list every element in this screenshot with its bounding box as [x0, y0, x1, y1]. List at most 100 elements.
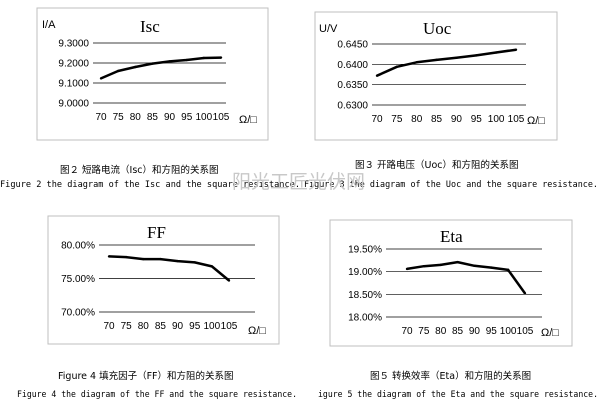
y-tick-label: 0.6450: [337, 40, 368, 51]
y-tick-label: 9.1000: [58, 79, 89, 90]
gridlines: [372, 43, 526, 106]
x-tick-label: 95: [189, 321, 201, 332]
caption-en-fig2: Figure 2 the diagram of the Isc and the …: [0, 180, 300, 190]
chart-title: FF: [147, 223, 166, 242]
caption-cn-fig3: 图３ 开路电压（Uoc）和方阻的关系图: [355, 159, 519, 171]
x-tick-label: 70: [95, 112, 107, 123]
data-point: [202, 56, 206, 60]
series-line: [100, 56, 222, 80]
x-tick-label: 75: [418, 326, 430, 337]
series-line: [406, 260, 527, 295]
x-tick-labels: 70 75 80 85 90 95 100 105: [401, 326, 533, 337]
data-points: [107, 255, 231, 282]
data-point: [415, 61, 418, 64]
x-tick-label: 80: [130, 112, 142, 123]
x-tick-label: 90: [164, 112, 176, 123]
data-point: [176, 259, 179, 263]
gridlines: [386, 248, 542, 318]
data-points: [99, 56, 223, 80]
caption-cn-fig4: Figure 4 填充因子（FF）和方阻的关系图: [58, 370, 234, 382]
data-point: [455, 56, 458, 60]
y-tick-label: 18.00%: [348, 313, 382, 324]
chart-title: Uoc: [423, 19, 452, 38]
x-tick-labels: 70 75 80 85 90 95 100 105: [95, 112, 229, 123]
x-axis-unit: Ω/□: [527, 115, 545, 127]
x-tick-label: 80: [411, 114, 423, 125]
y-tick-label: 18.50%: [348, 290, 382, 301]
x-tick-label: 80: [435, 326, 447, 337]
x-tick-label: 75: [391, 114, 403, 125]
data-point: [219, 56, 223, 59]
x-tick-label: 75: [121, 321, 133, 332]
x-tick-labels: 70 75 80 85 90 95 100 105: [103, 321, 237, 332]
chart-frame: [47, 215, 280, 345]
data-point: [422, 265, 426, 268]
data-point: [99, 77, 103, 80]
chart-frame: [36, 7, 269, 141]
x-tick-label: 100: [488, 114, 505, 125]
x-tick-label: 105: [508, 114, 525, 125]
y-axis-label: U/V: [319, 23, 338, 35]
data-point: [514, 48, 518, 51]
chart-title: Isc: [140, 17, 160, 36]
chart-title: Eta: [440, 227, 463, 246]
x-tick-label: 105: [213, 112, 230, 123]
caption-en-fig4: Figure 4 the diagram of the FF and the s…: [17, 390, 297, 400]
x-tick-label: 95: [486, 326, 498, 337]
x-tick-label: 90: [469, 326, 481, 337]
chart-frame: [314, 11, 558, 141]
x-tick-label: 100: [500, 326, 517, 337]
y-tick-label: 19.00%: [348, 267, 382, 278]
data-point: [185, 58, 188, 62]
x-axis-unit: Ω/□: [541, 327, 559, 339]
y-tick-label: 75.00%: [61, 274, 95, 285]
x-tick-label: 85: [452, 326, 464, 337]
chart-frame: [329, 219, 573, 347]
data-point: [159, 257, 162, 261]
caption-cn-fig5: 图５ 转换效率（Eta）和方阻的关系图: [370, 370, 531, 382]
data-point: [210, 265, 214, 268]
data-point: [151, 62, 154, 65]
data-point: [375, 74, 379, 77]
y-tick-label: 0.6350: [337, 80, 368, 91]
data-point: [227, 279, 231, 282]
y-tick-label: 0.6400: [337, 60, 368, 71]
x-tick-label: 90: [451, 114, 463, 125]
x-tick-label: 85: [147, 112, 159, 123]
y-tick-label: 70.00%: [61, 308, 95, 319]
x-tick-label: 105: [517, 326, 534, 337]
data-point: [490, 266, 493, 269]
data-points: [375, 48, 518, 77]
data-point: [193, 261, 196, 264]
x-axis-unit: Ω/□: [239, 114, 257, 126]
x-tick-label: 70: [401, 326, 413, 337]
gridlines: [99, 244, 255, 313]
data-point: [405, 267, 409, 271]
data-point: [506, 268, 510, 272]
data-point: [435, 58, 438, 62]
y-tick-label: 9.0000: [58, 99, 89, 110]
x-axis-unit: Ω/□: [248, 325, 266, 337]
chart-eta: Eta Ω/□ 19.50% 19.00% 18.50% 18.00% 70 75 80 8…: [329, 219, 573, 347]
data-point: [168, 60, 171, 63]
x-tick-label: 70: [103, 321, 115, 332]
y-tick-label: 9.2000: [58, 59, 89, 70]
y-tick-label: 0.6300: [337, 101, 368, 112]
series-line: [108, 255, 230, 282]
data-point: [142, 257, 145, 261]
y-tick-labels: 9.3000 9.2000 9.1000 9.0000: [58, 39, 89, 110]
x-tick-label: 105: [221, 321, 238, 332]
y-tick-label: 80.00%: [61, 241, 95, 252]
y-axis-label: I/A: [42, 19, 56, 31]
y-tick-labels: 0.6450 0.6400 0.6350 0.6300: [337, 40, 368, 112]
x-tick-label: 85: [431, 114, 443, 125]
x-tick-label: 80: [138, 321, 150, 332]
caption-en-fig3: Figure 3 the diagram of the Uoc and the …: [304, 180, 598, 190]
data-point: [124, 255, 128, 259]
data-point: [439, 263, 442, 267]
y-tick-labels: 80.00% 75.00% 70.00%: [61, 241, 95, 319]
x-tick-label: 90: [172, 321, 184, 332]
x-tick-label: 85: [155, 321, 167, 332]
